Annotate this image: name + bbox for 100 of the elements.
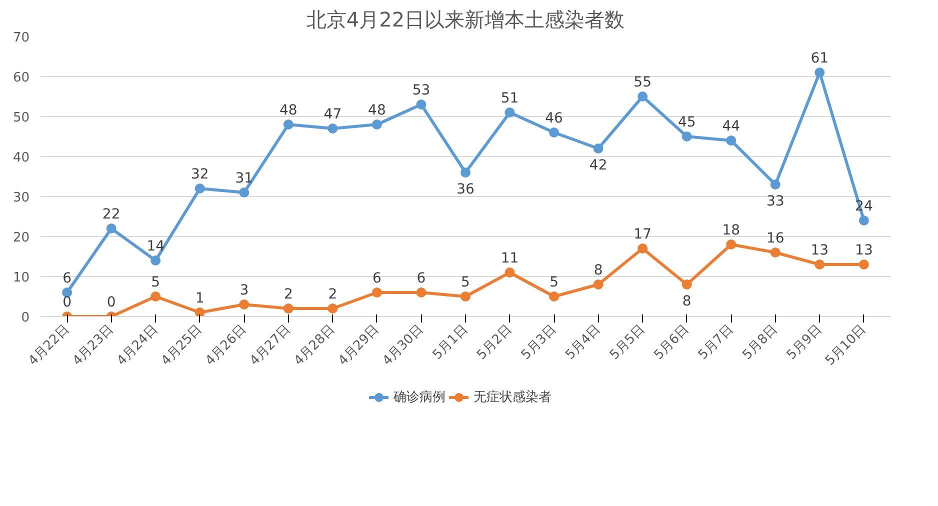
point (150, 292, 161, 302)
x-tick-label: 4月25日 (158, 322, 206, 369)
data-label: 6 (416, 270, 426, 286)
point (549, 292, 560, 302)
x-tick-label: 4月26日 (202, 322, 250, 369)
y-tick-label: 30 (12, 190, 30, 206)
x-tick-label: 5月8日 (740, 322, 781, 363)
point (638, 92, 648, 102)
data-label: 8 (594, 262, 603, 278)
y-tick-label: 60 (12, 70, 30, 86)
data-label: 17 (634, 226, 652, 242)
y-tick-label: 10 (12, 270, 30, 286)
data-label: 48 (280, 102, 298, 118)
data-label: 48 (368, 102, 386, 118)
point (416, 100, 426, 110)
chart-title: 北京4月22日以来新增本土感染者数 (306, 8, 625, 32)
data-label: 31 (235, 170, 254, 186)
point (593, 144, 604, 154)
point (194, 308, 205, 316)
data-label: 36 (456, 182, 474, 198)
x-tick-label: 5月1日 (430, 322, 471, 363)
x-tick-label: 5月5日 (607, 322, 648, 363)
x-tick-label: 5月7日 (696, 322, 736, 363)
point (283, 304, 294, 314)
data-label: 46 (545, 110, 564, 126)
x-tick-label: 5月9日 (784, 322, 825, 363)
data-label: 8 (682, 294, 692, 310)
data-label: 51 (500, 90, 519, 106)
data-label: 47 (324, 106, 342, 122)
x-tick-label: 5月2日 (474, 322, 516, 363)
point (549, 128, 560, 138)
data-label: 18 (722, 222, 740, 238)
data-label: 14 (146, 238, 165, 254)
data-label: 16 (766, 230, 784, 246)
point (770, 248, 780, 258)
legend-label: 无症状感染者 (474, 389, 552, 406)
point (858, 216, 869, 226)
point (726, 240, 736, 250)
point (328, 124, 338, 134)
data-label: 22 (102, 206, 120, 222)
data-label: 32 (190, 166, 209, 182)
point (328, 304, 338, 314)
point (150, 256, 161, 266)
point (858, 260, 869, 270)
point (239, 300, 250, 310)
point (504, 108, 515, 118)
data-label: 2 (284, 286, 293, 302)
data-label: 5 (550, 274, 559, 290)
point (372, 120, 382, 130)
data-label: 3 (240, 282, 249, 298)
data-label: 33 (766, 194, 784, 210)
point (726, 136, 736, 146)
point (814, 68, 825, 78)
point (593, 280, 604, 290)
data-label: 13 (855, 242, 873, 258)
data-label: 5 (151, 274, 160, 290)
legend-label: 确诊病例 (394, 389, 446, 406)
data-label: 1 (195, 290, 204, 306)
data-label: 61 (810, 50, 829, 66)
y-tick-label: 40 (12, 150, 30, 166)
data-label: 0 (62, 294, 72, 310)
data-label: 0 (106, 294, 116, 310)
point (460, 168, 470, 178)
point (416, 288, 426, 298)
y-tick-label: 70 (12, 30, 30, 46)
x-tick-label: 5月4日 (562, 322, 604, 363)
x-tick-label: 4月27日 (247, 322, 294, 369)
y-tick-label: 20 (12, 230, 30, 246)
y-tick-label: 50 (12, 110, 30, 126)
x-tick-label: 5月6日 (651, 322, 692, 363)
point (504, 268, 515, 278)
data-label: 2 (328, 286, 338, 302)
data-label: 13 (810, 242, 829, 258)
data-label: 5 (461, 274, 470, 290)
point (239, 188, 250, 198)
data-label: 11 (500, 250, 519, 266)
point (106, 224, 116, 234)
point (460, 292, 470, 302)
point (770, 180, 780, 190)
x-tick-label: 4月29日 (336, 322, 382, 369)
point (814, 260, 825, 270)
data-label: 42 (589, 158, 608, 174)
data-label: 6 (372, 270, 382, 286)
data-label: 6 (62, 270, 72, 286)
data-label: 45 (678, 114, 696, 130)
point (372, 288, 382, 298)
point (638, 244, 648, 254)
x-tick-label: 4月30日 (380, 322, 427, 369)
data-label: 55 (634, 74, 652, 90)
point (682, 132, 692, 142)
data-label: 53 (412, 82, 430, 98)
point (194, 184, 205, 194)
x-tick-label: 5月10日 (822, 322, 870, 369)
x-tick-label: 5月3日 (518, 322, 560, 363)
x-tick-label: 4月23日 (70, 322, 117, 369)
point (283, 120, 294, 130)
x-tick-label: 4月24日 (114, 322, 161, 369)
data-label: 44 (722, 118, 740, 134)
point (682, 280, 692, 290)
x-tick-label: 4月28日 (291, 322, 338, 369)
